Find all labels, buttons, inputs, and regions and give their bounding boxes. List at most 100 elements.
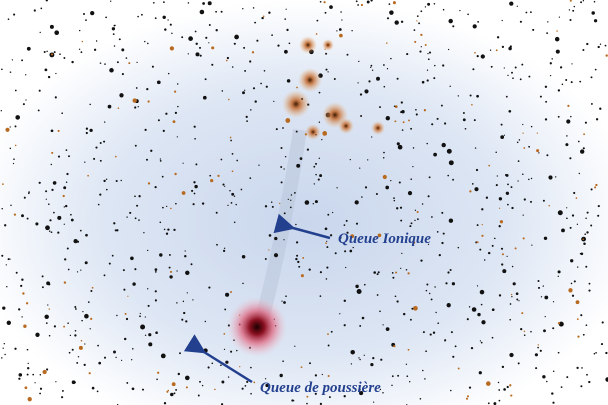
- star: [412, 166, 413, 167]
- star: [103, 180, 105, 182]
- star: [458, 368, 460, 370]
- star: [39, 182, 41, 184]
- star: [566, 119, 570, 123]
- star: [443, 233, 445, 235]
- star: [225, 361, 228, 364]
- star: [307, 149, 309, 151]
- star: [506, 256, 507, 257]
- star: [357, 82, 358, 83]
- star: [57, 216, 61, 220]
- star: [448, 49, 449, 50]
- star: [246, 381, 248, 383]
- star: [458, 247, 460, 249]
- star: [414, 29, 416, 31]
- star: [579, 81, 581, 83]
- star: [389, 3, 391, 5]
- star: [123, 289, 125, 291]
- star: [532, 29, 534, 31]
- star: [84, 162, 85, 163]
- star: [84, 343, 85, 344]
- star: [202, 2, 205, 5]
- star: [360, 115, 362, 117]
- star: [222, 184, 224, 186]
- star: [395, 272, 397, 274]
- star: [290, 207, 292, 209]
- star: [242, 283, 244, 285]
- star: [463, 118, 466, 121]
- star: [428, 195, 430, 197]
- star: [148, 342, 152, 346]
- star: [389, 10, 394, 15]
- star: [524, 331, 525, 332]
- star: [110, 1, 111, 2]
- star: [126, 318, 128, 320]
- star: [471, 347, 473, 349]
- star: [10, 205, 11, 206]
- star: [475, 147, 476, 148]
- star: [94, 49, 96, 51]
- star: [379, 106, 381, 108]
- star: [560, 66, 562, 68]
- star: [511, 296, 512, 297]
- star: [170, 208, 172, 210]
- star: [113, 351, 116, 354]
- star: [447, 149, 452, 154]
- star: [574, 280, 576, 282]
- star: [583, 243, 586, 246]
- star: [82, 311, 83, 312]
- star: [414, 41, 416, 43]
- star: [507, 183, 509, 185]
- star: [136, 205, 138, 207]
- star: [32, 374, 34, 376]
- star: [580, 149, 584, 153]
- star: [194, 193, 196, 195]
- star: [205, 321, 206, 322]
- star: [420, 34, 422, 36]
- star: [545, 316, 546, 317]
- star: [508, 110, 511, 113]
- star: [106, 189, 108, 191]
- star: [382, 392, 384, 394]
- star: [230, 140, 232, 142]
- star: [595, 69, 597, 71]
- star: [185, 320, 187, 322]
- star: [386, 116, 390, 120]
- star: [193, 203, 195, 205]
- star: [518, 362, 520, 364]
- star: [281, 300, 282, 301]
- star: [392, 375, 394, 377]
- star: [524, 198, 526, 200]
- star: [569, 9, 570, 10]
- star: [538, 344, 539, 345]
- star: [196, 43, 198, 45]
- star: [194, 185, 197, 188]
- star: [327, 214, 329, 216]
- star: [306, 403, 308, 405]
- star: [214, 389, 216, 391]
- star: [209, 175, 211, 177]
- star: [122, 73, 124, 75]
- star: [44, 51, 46, 53]
- star: [268, 249, 269, 250]
- star: [567, 105, 569, 107]
- star: [285, 118, 290, 123]
- star: [477, 21, 479, 23]
- star: [427, 3, 430, 6]
- star: [387, 68, 388, 69]
- star: [511, 207, 513, 209]
- star: [550, 62, 552, 64]
- star: [447, 175, 449, 177]
- star: [283, 168, 284, 169]
- star: [65, 205, 67, 207]
- star: [497, 36, 499, 38]
- star: [68, 269, 70, 271]
- star: [482, 224, 483, 225]
- star: [495, 151, 497, 153]
- star: [28, 363, 29, 364]
- star: [81, 51, 83, 53]
- star: [171, 33, 172, 34]
- star: [394, 120, 396, 122]
- star: [289, 42, 291, 44]
- star: [395, 20, 399, 24]
- star: [208, 42, 209, 43]
